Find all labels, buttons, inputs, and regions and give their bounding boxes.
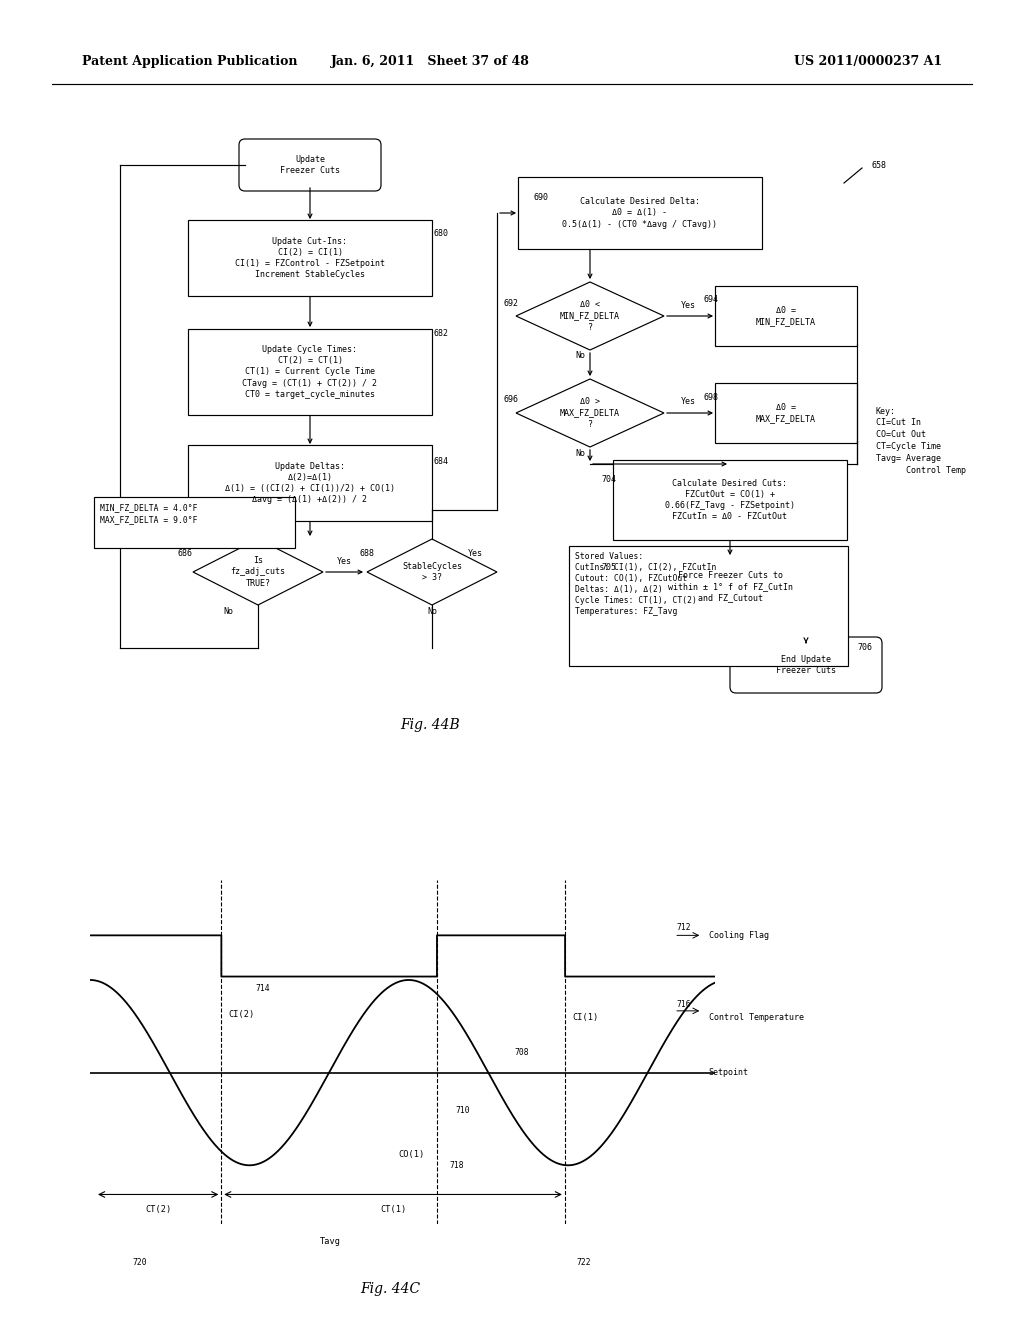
- Text: Force Freezer Cuts to
within ± 1° f of FZ_CutIn
and FZ_Cutout: Force Freezer Cuts to within ± 1° f of F…: [668, 572, 793, 603]
- Text: 720: 720: [133, 1258, 147, 1267]
- Text: Yes: Yes: [681, 301, 695, 309]
- Text: MIN_FZ_DELTA = 4.0°F
MAX_FZ_DELTA = 9.0°F: MIN_FZ_DELTA = 4.0°F MAX_FZ_DELTA = 9.0°…: [100, 503, 198, 524]
- FancyBboxPatch shape: [188, 329, 432, 414]
- Text: 680: 680: [433, 230, 449, 239]
- Text: StableCycles
> 3?: StableCycles > 3?: [402, 562, 462, 582]
- Text: CI(2): CI(2): [228, 1010, 255, 1019]
- Text: 682: 682: [433, 330, 449, 338]
- Text: 690: 690: [534, 193, 549, 202]
- Text: 712: 712: [676, 923, 690, 932]
- Text: Jan. 6, 2011   Sheet 37 of 48: Jan. 6, 2011 Sheet 37 of 48: [331, 55, 529, 69]
- Text: 696: 696: [503, 396, 518, 404]
- FancyBboxPatch shape: [715, 383, 857, 444]
- Text: Update
Freezer Cuts: Update Freezer Cuts: [280, 154, 340, 176]
- Text: Patent Application Publication: Patent Application Publication: [82, 55, 298, 69]
- Text: 708: 708: [515, 1048, 529, 1056]
- Text: 698: 698: [703, 392, 718, 401]
- Text: No: No: [575, 351, 585, 360]
- Text: 684: 684: [433, 457, 449, 466]
- FancyBboxPatch shape: [188, 445, 432, 521]
- FancyBboxPatch shape: [613, 459, 847, 540]
- Text: 716: 716: [676, 1001, 690, 1008]
- Polygon shape: [367, 539, 497, 605]
- Text: Tavg: Tavg: [319, 1237, 340, 1246]
- FancyBboxPatch shape: [239, 139, 381, 191]
- Text: 710: 710: [456, 1106, 470, 1115]
- Text: 718: 718: [450, 1160, 464, 1170]
- Text: No: No: [575, 449, 585, 458]
- Text: CT(2): CT(2): [145, 1205, 171, 1214]
- FancyBboxPatch shape: [94, 496, 295, 549]
- Text: Δ0 =
MIN_FZ_DELTA: Δ0 = MIN_FZ_DELTA: [756, 306, 816, 326]
- Text: Is
fz_adj_cuts
TRUE?: Is fz_adj_cuts TRUE?: [230, 557, 286, 587]
- Text: Update Deltas:
Δ(2)=Δ(1)
Δ(1) = ((CI(2) + CI(1))/2) + CO(1)
Δavg = (Δ(1) +Δ(2)) : Update Deltas: Δ(2)=Δ(1) Δ(1) = ((CI(2) …: [225, 462, 395, 504]
- Text: CI(1): CI(1): [572, 1014, 599, 1022]
- Text: Δ0 =
MAX_FZ_DELTA: Δ0 = MAX_FZ_DELTA: [756, 403, 816, 422]
- FancyBboxPatch shape: [613, 556, 847, 618]
- FancyBboxPatch shape: [730, 638, 882, 693]
- Text: Calculate Desired Delta:
Δ0 = Δ(1) -
0.5(Δ(1) - (CT0 *Δavg / CTavg)): Calculate Desired Delta: Δ0 = Δ(1) - 0.5…: [562, 198, 718, 228]
- Text: Update Cut-Ins:
CI(2) = CI(1)
CI(1) = FZControl - FZSetpoint
Increment StableCyc: Update Cut-Ins: CI(2) = CI(1) CI(1) = FZ…: [234, 236, 385, 279]
- Text: 694: 694: [703, 296, 718, 305]
- Polygon shape: [516, 282, 664, 350]
- Text: 705: 705: [601, 564, 616, 573]
- Text: Yes: Yes: [337, 557, 351, 565]
- Text: 692: 692: [503, 298, 518, 308]
- Text: Δ0 <
MIN_FZ_DELTA
?: Δ0 < MIN_FZ_DELTA ?: [560, 301, 620, 331]
- Text: CO(1): CO(1): [398, 1151, 424, 1159]
- Text: 658: 658: [872, 161, 887, 169]
- Polygon shape: [516, 379, 664, 447]
- Text: CT(1): CT(1): [380, 1205, 407, 1214]
- Text: 688: 688: [359, 549, 374, 557]
- Text: No: No: [223, 607, 233, 616]
- Text: Setpoint: Setpoint: [709, 1068, 749, 1077]
- FancyBboxPatch shape: [518, 177, 762, 249]
- Text: Stored Values:
CutIns: CI(1), CI(2), FZCutIn
Cutout: CO(1), FZCutOut
Deltas: Δ(1: Stored Values: CutIns: CI(1), CI(2), FZC…: [575, 552, 717, 616]
- Text: Key:
CI=Cut In
CO=Cut Out
CT=Cycle Time
Tavg= Average
      Control Temp: Key: CI=Cut In CO=Cut Out CT=Cycle Time …: [876, 407, 966, 475]
- Text: Cooling Flag: Cooling Flag: [709, 931, 768, 940]
- Text: Fig. 44C: Fig. 44C: [359, 1282, 420, 1296]
- Text: 722: 722: [577, 1258, 591, 1267]
- Text: 714: 714: [256, 983, 270, 993]
- Text: End Update
Freezer Cuts: End Update Freezer Cuts: [776, 655, 836, 675]
- Text: No: No: [427, 607, 437, 616]
- Polygon shape: [193, 539, 323, 605]
- Text: 704: 704: [601, 475, 616, 484]
- Text: US 2011/0000237 A1: US 2011/0000237 A1: [794, 55, 942, 69]
- Text: Yes: Yes: [681, 397, 695, 407]
- Text: 706: 706: [857, 643, 872, 652]
- FancyBboxPatch shape: [569, 545, 848, 667]
- Text: Yes: Yes: [468, 549, 483, 557]
- Text: Δ0 >
MAX_FZ_DELTA
?: Δ0 > MAX_FZ_DELTA ?: [560, 397, 620, 429]
- FancyBboxPatch shape: [715, 286, 857, 346]
- Text: Fig. 44B: Fig. 44B: [400, 718, 460, 733]
- Text: Calculate Desired Cuts:
FZCutOut = CO(1) +
0.66(FZ_Tavg - FZSetpoint)
FZCutIn = : Calculate Desired Cuts: FZCutOut = CO(1)…: [665, 479, 795, 521]
- Text: Control Temperature: Control Temperature: [709, 1014, 804, 1022]
- FancyBboxPatch shape: [188, 220, 432, 296]
- Text: Update Cycle Times:
CT(2) = CT(1)
CT(1) = Current Cycle Time
CTavg = (CT(1) + CT: Update Cycle Times: CT(2) = CT(1) CT(1) …: [243, 346, 378, 399]
- Text: 686: 686: [178, 549, 193, 557]
